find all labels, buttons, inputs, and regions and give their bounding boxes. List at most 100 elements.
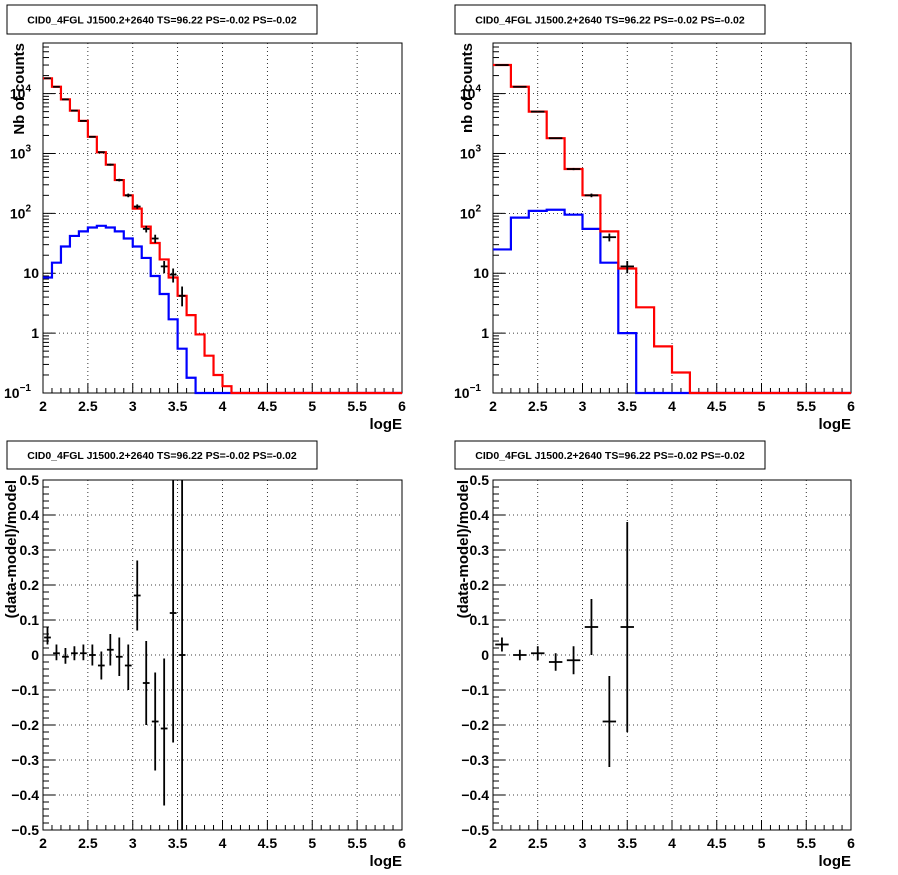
panel-4-data-point-4 xyxy=(548,653,563,671)
panel-1-y-axis-label: Nb of counts xyxy=(11,43,28,135)
panel-1-x-tick-label-4: 4 xyxy=(219,398,227,414)
panel-3-x-tick-label-3: 3.5 xyxy=(168,835,188,851)
panel-2-x-tick-label-1: 2.5 xyxy=(528,398,548,414)
panel-3-data-point-15 xyxy=(169,480,177,743)
panel-3-grid xyxy=(43,480,402,830)
panel-1-y-tick-label-2: 10 xyxy=(23,265,39,281)
panel-3-y-tick-label-1: −0.4 xyxy=(11,787,39,803)
panel-1-x-tick-label-0: 2 xyxy=(39,398,47,414)
panel-2-grid xyxy=(493,43,851,393)
panel-2-data-point-6 xyxy=(584,193,599,198)
panel-2-x-tick-label-8: 6 xyxy=(847,398,855,414)
panel-1-y-tick-exponent-4: 3 xyxy=(25,143,31,154)
plot-panel-3: CID0_4FGL J1500.2+2640 TS=96.22 PS=-0.02… xyxy=(3,440,406,870)
panel-1-x-tick-label-1: 2.5 xyxy=(78,398,98,414)
panel-4-x-tick-label-5: 4.5 xyxy=(707,835,727,851)
panel-2-title: CID0_4FGL J1500.2+2640 TS=96.22 PS=-0.02… xyxy=(475,15,745,27)
panel-2-x-tick-label-7: 5.5 xyxy=(797,398,817,414)
panel-3-y-tick-label-6: 0.1 xyxy=(20,612,40,628)
panel-2-x-tick-label-6: 5 xyxy=(758,398,766,414)
panel-4-x-axis-label: logE xyxy=(819,853,852,870)
panel-4-ticks xyxy=(492,479,852,831)
panel-3-data-point-10 xyxy=(124,644,132,690)
panel-4-x-tick-label-0: 2 xyxy=(489,835,497,851)
panel-1-x-tick-label-7: 5.5 xyxy=(347,398,367,414)
panel-1-data-point-5 xyxy=(80,120,87,122)
panel-3-data-point-16 xyxy=(178,480,186,830)
panel-3-data-point-7 xyxy=(97,651,105,680)
panel-2-y-tick-label-3: 102 xyxy=(460,203,482,221)
panel-2-x-tick-label-4: 4 xyxy=(668,398,676,414)
panel-3-data-point-3 xyxy=(62,648,69,664)
panel-2-x-tick-label-2: 3 xyxy=(579,398,587,414)
panel-4-title: CID0_4FGL J1500.2+2640 TS=96.22 PS=-0.02… xyxy=(475,450,745,462)
plot-panel-2: CID0_4FGL J1500.2+2640 TS=96.22 PS=-0.02… xyxy=(454,4,855,433)
panel-1-y-tick-exponent-3: 2 xyxy=(25,203,31,214)
panel-1-data-points xyxy=(44,77,186,307)
plot-panel-4: CID0_4FGL J1500.2+2640 TS=96.22 PS=-0.02… xyxy=(454,440,855,870)
panel-1-y-tick-label-1: 1 xyxy=(31,325,39,341)
panel-4-x-tick-label-8: 6 xyxy=(847,835,855,851)
panel-3-data-point-4 xyxy=(71,646,78,661)
panel-3-ticks xyxy=(42,479,403,831)
panel-1-y-tick-exponent-0: −1 xyxy=(20,383,32,394)
panel-3-y-tick-label-5: 0 xyxy=(31,647,39,663)
panel-4-x-tick-label-1: 2.5 xyxy=(528,835,548,851)
panel-3-data-point-11 xyxy=(133,560,141,631)
panel-4-grid xyxy=(493,480,851,830)
panel-3-data-point-9 xyxy=(115,637,123,676)
panel-2-x-axis-label: logE xyxy=(819,416,852,433)
panel-2-data-point-7 xyxy=(602,233,617,242)
panel-4-x-tick-label-3: 3.5 xyxy=(618,835,638,851)
panel-4-x-tick-label-6: 5 xyxy=(758,835,766,851)
panel-1-data-point-9 xyxy=(115,178,123,182)
panel-1-y-tick-label-4: 103 xyxy=(10,143,32,161)
panel-1-x-axis-label: logE xyxy=(370,416,403,433)
panel-2-data-point-4 xyxy=(548,137,563,140)
panel-4-y-tick-label-8: 0.3 xyxy=(470,542,490,558)
panel-3-data-point-6 xyxy=(88,644,96,666)
panel-4-y-tick-label-10: 0.5 xyxy=(470,472,490,488)
panel-1-grid xyxy=(43,43,402,393)
panel-2-data-points xyxy=(495,64,634,274)
panel-4-y-tick-label-0: −0.5 xyxy=(461,822,489,838)
panel-3-data-point-1 xyxy=(44,627,51,645)
panel-4-y-tick-label-3: −0.2 xyxy=(461,717,489,733)
panel-2-y-tick-exponent-5: 4 xyxy=(475,84,481,95)
panel-2-x-tick-label-3: 3.5 xyxy=(618,398,638,414)
panel-2-x-tick-label-5: 4.5 xyxy=(707,398,727,414)
panel-3-x-tick-label-2: 3 xyxy=(129,835,137,851)
panel-3-x-axis-label: logE xyxy=(370,853,403,870)
panel-3-data-point-14 xyxy=(160,658,168,806)
panel-3-y-tick-label-0: −0.5 xyxy=(11,822,39,838)
panel-1-data-point-16 xyxy=(178,286,186,307)
panel-2-y-tick-exponent-0: −1 xyxy=(470,383,482,394)
panel-3-x-tick-label-6: 5 xyxy=(308,835,316,851)
panel-3-x-tick-label-8: 6 xyxy=(398,835,406,851)
panel-1-title: CID0_4FGL J1500.2+2640 TS=96.22 PS=-0.02… xyxy=(27,15,297,27)
panel-2-y-axis-label: nb of counts xyxy=(459,43,476,133)
panel-2-title-box xyxy=(454,4,766,35)
panel-3-y-tick-label-8: 0.3 xyxy=(20,542,40,558)
panel-3-data-point-5 xyxy=(80,644,87,661)
panel-1-x-tick-label-5: 4.5 xyxy=(258,398,278,414)
panel-1-data-point-8 xyxy=(106,163,114,166)
panel-1-data-point-7 xyxy=(97,151,105,154)
panel-2-y-tick-exponent-4: 3 xyxy=(475,143,481,154)
panel-4-y-tick-label-4: −0.1 xyxy=(461,682,489,698)
panel-1-x-tick-label-2: 3 xyxy=(129,398,137,414)
panel-3-y-tick-label-4: −0.1 xyxy=(11,682,39,698)
panel-4-y-tick-label-7: 0.2 xyxy=(470,577,490,593)
panel-2-data-point-8 xyxy=(620,261,634,274)
panel-1-data-point-14 xyxy=(160,261,168,274)
panel-1-title-box xyxy=(6,4,318,35)
panel-3-y-axis-label: (data-model)/model xyxy=(3,480,20,618)
plot-panel-1: CID0_4FGL J1500.2+2640 TS=96.22 PS=-0.02… xyxy=(4,4,406,433)
panel-4-data-point-3 xyxy=(531,646,545,661)
panel-2-y-tick-exponent-3: 2 xyxy=(475,203,481,214)
panel-1-data-point-3 xyxy=(62,98,69,101)
panel-3-data-point-12 xyxy=(142,641,150,725)
panel-4-title-box xyxy=(454,440,766,470)
panel-1-data-point-4 xyxy=(71,109,78,112)
panel-1-x-tick-label-8: 6 xyxy=(398,398,406,414)
